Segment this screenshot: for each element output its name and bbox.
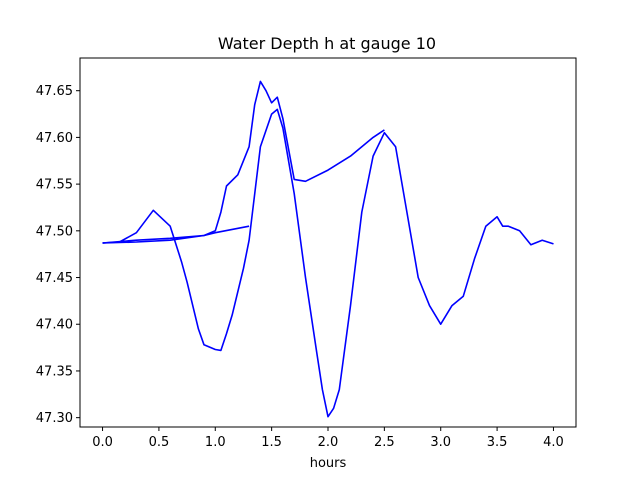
x-tick-label: 4.0	[543, 435, 564, 450]
x-axis: 0.0 0.5 1.0 1.5 2.0 2.5 3.0 3.5 4.0	[92, 427, 564, 450]
y-tick-label: 47.40	[36, 318, 73, 333]
x-tick-label: 3.5	[487, 435, 508, 450]
y-tick-label: 47.65	[36, 84, 73, 99]
x-tick-label: 2.0	[318, 435, 339, 450]
plot-frame	[79, 57, 577, 428]
x-tick-label: 3.0	[430, 435, 451, 450]
x-tick-label: 0.5	[149, 435, 170, 450]
y-tick-label: 47.60	[36, 131, 73, 146]
series-line-2	[102, 80, 385, 244]
x-tick-label: 1.5	[261, 435, 282, 450]
y-tick-label: 47.35	[36, 364, 73, 379]
x-axis-label: hours	[310, 456, 347, 471]
series-line-1	[102, 108, 554, 418]
series-lines	[102, 80, 554, 418]
series-line-3	[102, 225, 250, 244]
y-axis: 47.30 47.35 47.40 47.45 47.50 47.55 47.60 47.65	[36, 84, 80, 426]
y-tick-label: 47.30	[36, 411, 73, 426]
x-tick-label: 2.5	[374, 435, 395, 450]
chart-title: Water Depth h at gauge 10	[218, 34, 436, 53]
x-tick-label: 1.0	[205, 435, 226, 450]
y-tick-label: 47.45	[36, 271, 73, 286]
x-tick-label: 0.0	[92, 435, 113, 450]
y-tick-label: 47.50	[36, 224, 73, 239]
y-tick-label: 47.55	[36, 178, 73, 193]
